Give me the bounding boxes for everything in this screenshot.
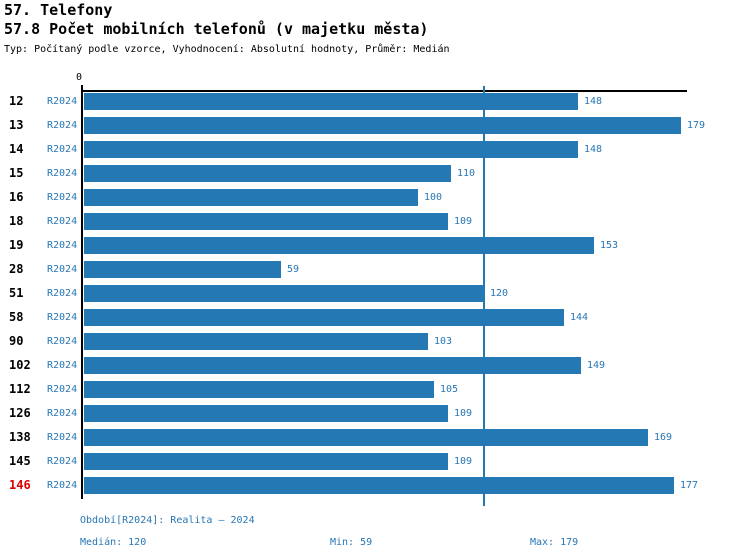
bar-value-label: 105 xyxy=(440,384,459,395)
row-category-label: 138 xyxy=(9,430,31,444)
bar-segment xyxy=(84,141,578,158)
row-category-label: 19 xyxy=(9,238,24,252)
row-category-label: 18 xyxy=(9,214,24,228)
bar-segment xyxy=(84,381,434,398)
chart-row: 13 R2024 179 xyxy=(0,114,750,138)
x-axis-zero-tick-label: 0 xyxy=(76,72,83,83)
bar-value-label: 149 xyxy=(587,360,606,371)
footer-period-label: Období[R2024]: Realita – 2024 xyxy=(80,515,255,526)
bar-segment xyxy=(84,477,674,494)
row-category-label: 146 xyxy=(9,478,31,492)
row-series-label: R2024 xyxy=(47,456,78,467)
bar-value-label: 179 xyxy=(687,120,706,131)
row-series-label: R2024 xyxy=(47,312,78,323)
row-series-label: R2024 xyxy=(47,264,78,275)
row-series-label: R2024 xyxy=(47,96,78,107)
row-series-label: R2024 xyxy=(47,120,78,131)
bar-value-label: 109 xyxy=(454,408,473,419)
footer-max-stat: Max: 179 xyxy=(530,537,579,548)
row-category-label: 145 xyxy=(9,454,31,468)
bar-segment xyxy=(84,429,648,446)
bar-segment xyxy=(84,237,594,254)
bar-segment xyxy=(84,213,448,230)
bar-segment xyxy=(84,357,581,374)
bar-segment xyxy=(84,261,281,278)
bar-segment xyxy=(84,453,448,470)
chart-row: 18 R2024 109 xyxy=(0,210,750,234)
row-series-label: R2024 xyxy=(47,192,78,203)
bar-segment xyxy=(84,93,578,110)
bar-value-label: 109 xyxy=(454,456,473,467)
chart-title: 57.8 Počet mobilních telefonů (v majetku… xyxy=(4,20,429,38)
footer-min-stat: Min: 59 xyxy=(330,537,373,548)
bar-value-label: 177 xyxy=(680,480,699,491)
chart-row: 126 R2024 109 xyxy=(0,402,750,426)
row-category-label: 16 xyxy=(9,190,24,204)
row-series-label: R2024 xyxy=(47,144,78,155)
chart-row: 102 R2024 149 xyxy=(0,354,750,378)
bar-value-label: 148 xyxy=(584,96,603,107)
row-category-label: 90 xyxy=(9,334,24,348)
bar-value-label: 153 xyxy=(600,240,619,251)
bar-value-label: 109 xyxy=(454,216,473,227)
bar-segment xyxy=(84,309,564,326)
bar-segment xyxy=(84,189,418,206)
bar-segment xyxy=(84,117,681,134)
row-category-label: 15 xyxy=(9,166,24,180)
x-axis-line xyxy=(81,90,687,92)
bar-value-label: 59 xyxy=(287,264,300,275)
footer-median-stat: Medián: 120 xyxy=(80,537,147,548)
median-reference-line xyxy=(483,86,485,506)
row-category-label: 112 xyxy=(9,382,31,396)
row-category-label: 126 xyxy=(9,406,31,420)
chart-row: 90 R2024 103 xyxy=(0,330,750,354)
row-category-label: 13 xyxy=(9,118,24,132)
y-axis-line xyxy=(81,85,83,499)
row-category-label: 51 xyxy=(9,286,24,300)
bar-value-label: 148 xyxy=(584,144,603,155)
row-category-label: 28 xyxy=(9,262,24,276)
bar-value-label: 144 xyxy=(570,312,589,323)
row-category-label: 12 xyxy=(9,94,24,108)
row-category-label: 102 xyxy=(9,358,31,372)
bar-value-label: 103 xyxy=(434,336,453,347)
chart-row: 51 R2024 120 xyxy=(0,282,750,306)
chart-subtitle: Typ: Počítaný podle vzorce, Vyhodnocení:… xyxy=(4,44,450,55)
chart-row: 58 R2024 144 xyxy=(0,306,750,330)
row-series-label: R2024 xyxy=(47,168,78,179)
bar-segment xyxy=(84,333,428,350)
chart-row: 12 R2024 148 xyxy=(0,90,750,114)
bar-segment xyxy=(84,405,448,422)
chart-row: 138 R2024 169 xyxy=(0,426,750,450)
row-series-label: R2024 xyxy=(47,432,78,443)
row-series-label: R2024 xyxy=(47,360,78,371)
bar-segment xyxy=(84,285,484,302)
chart-row: 146 R2024 177 xyxy=(0,474,750,498)
row-series-label: R2024 xyxy=(47,336,78,347)
chart-row: 112 R2024 105 xyxy=(0,378,750,402)
bar-value-label: 169 xyxy=(654,432,673,443)
chart-row: 145 R2024 109 xyxy=(0,450,750,474)
row-series-label: R2024 xyxy=(47,216,78,227)
chart-row: 19 R2024 153 xyxy=(0,234,750,258)
bar-value-label: 110 xyxy=(457,168,476,179)
row-series-label: R2024 xyxy=(47,288,78,299)
chart-row: 28 R2024 59 xyxy=(0,258,750,282)
row-category-label: 14 xyxy=(9,142,24,156)
row-category-label: 58 xyxy=(9,310,24,324)
row-series-label: R2024 xyxy=(47,384,78,395)
row-series-label: R2024 xyxy=(47,408,78,419)
bar-value-label: 120 xyxy=(490,288,509,299)
chart-row: 16 R2024 100 xyxy=(0,186,750,210)
bar-value-label: 100 xyxy=(424,192,443,203)
bar-segment xyxy=(84,165,451,182)
row-series-label: R2024 xyxy=(47,240,78,251)
row-series-label: R2024 xyxy=(47,480,78,491)
chart-row: 14 R2024 148 xyxy=(0,138,750,162)
chart-row: 15 R2024 110 xyxy=(0,162,750,186)
report-section-title: 57. Telefony xyxy=(4,1,113,19)
